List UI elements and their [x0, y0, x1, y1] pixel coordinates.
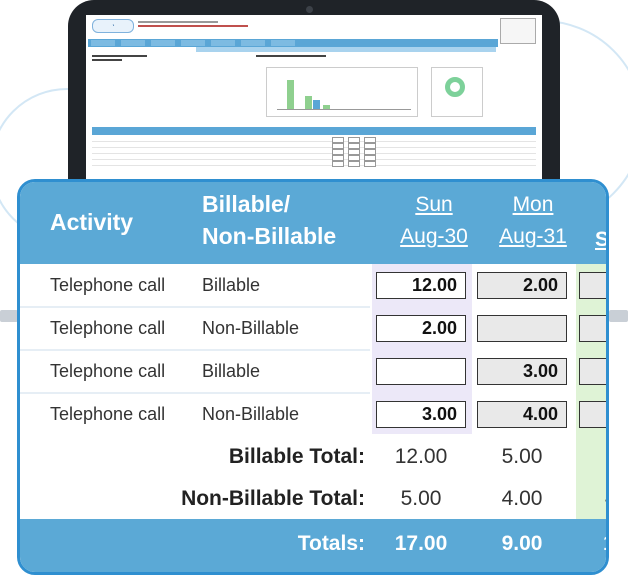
non-billable-total-sun: 5.00 — [400, 487, 442, 510]
column-header-billable-line2: Non-Billable — [202, 223, 337, 249]
activity-cell: Telephone call — [50, 404, 166, 424]
hours-input-sun[interactable]: 2.00 — [376, 315, 466, 342]
background-bar-left — [0, 310, 18, 322]
hours-input-next[interactable] — [579, 272, 606, 299]
mini-table-row — [92, 142, 536, 149]
hours-input-mon[interactable]: 3.00 — [477, 358, 567, 385]
hours-input-sun[interactable]: 12.00 — [376, 272, 466, 299]
app-logo: ◔ — [92, 19, 134, 33]
column-header-sun-name: Sun — [415, 193, 453, 216]
table-row: Telephone call Billable 3.00 — [20, 350, 606, 393]
mini-header-links — [138, 20, 248, 27]
column-header-billable: Billable/ Non-Billable — [202, 188, 336, 252]
table-row: Telephone call Billable 12.00 2.00 — [20, 264, 606, 307]
activity-cell: Telephone call — [50, 361, 166, 381]
totals-next: 1 — [603, 532, 606, 556]
activity-cell: Telephone call — [50, 275, 166, 295]
totals-label: Totals: — [297, 532, 365, 555]
billable-total-sun: 12.00 — [394, 445, 448, 468]
hours-input-next[interactable] — [579, 358, 606, 385]
row-divider — [20, 392, 370, 394]
mini-table-row — [92, 154, 536, 161]
mini-calendar — [500, 18, 536, 44]
mini-table-header — [92, 127, 536, 135]
billable-cell: Non-Billable — [202, 404, 300, 424]
activity-cell: Telephone call — [50, 318, 166, 338]
billable-total-label: Billable Total: — [228, 445, 365, 468]
billable-cell: Billable — [202, 361, 261, 381]
hours-input-next[interactable] — [579, 315, 606, 342]
column-header-mon-date: Aug-31 — [499, 225, 567, 248]
row-divider — [20, 349, 370, 351]
mini-hours-chart — [266, 67, 418, 117]
column-header-sun-date: Aug-30 — [400, 225, 468, 248]
column-header-billable-line1: Billable/ — [202, 191, 291, 217]
totals-mon: 9.00 — [501, 532, 543, 555]
column-header-next-link[interactable]: S — [595, 228, 609, 251]
row-divider — [20, 306, 370, 308]
hours-input-next[interactable] — [579, 401, 606, 428]
background-bar-right — [609, 310, 628, 322]
laptop-frame: ◔ — [68, 0, 560, 200]
mini-table-row — [92, 148, 536, 155]
mini-sub-nav — [196, 47, 496, 52]
non-billable-total-mon: 4.00 — [501, 487, 543, 510]
table-row: Telephone call Non-Billable 3.00 4.00 — [20, 393, 606, 436]
totals-sun: 17.00 — [394, 532, 448, 555]
column-header-mon-name: Mon — [512, 193, 554, 216]
column-header-mon-link[interactable]: Mon Aug-31 — [478, 189, 588, 253]
hours-input-sun[interactable] — [376, 358, 466, 385]
mini-table-row — [92, 136, 536, 143]
hours-input-mon[interactable]: 2.00 — [477, 272, 567, 299]
mini-date-text — [92, 55, 147, 61]
billable-cell: Non-Billable — [202, 318, 300, 338]
hours-input-mon[interactable] — [477, 315, 567, 342]
laptop-screen: ◔ — [86, 15, 542, 200]
billable-total-mon: 5.00 — [501, 445, 543, 468]
column-header-sun-link[interactable]: Sun Aug-30 — [384, 189, 484, 253]
mini-hours-summary — [431, 67, 483, 117]
billable-total-next: 7 — [605, 445, 606, 469]
totals-footer — [20, 519, 606, 572]
mini-table-row — [92, 160, 536, 167]
hours-input-mon[interactable]: 4.00 — [477, 401, 567, 428]
table-row: Telephone call Non-Billable 2.00 — [20, 307, 606, 350]
next-day-column-highlight — [576, 264, 606, 520]
non-billable-total-next: 4 — [605, 487, 606, 511]
non-billable-total-label: Non-Billable Total: — [181, 487, 365, 510]
timesheet-zoom-card: Activity Billable/ Non-Billable Sun Aug-… — [17, 179, 609, 575]
table-header — [20, 182, 606, 264]
column-header-activity: Activity — [50, 209, 134, 235]
camera-icon — [306, 6, 313, 13]
hours-input-sun[interactable]: 3.00 — [376, 401, 466, 428]
mini-week-title — [256, 55, 326, 57]
billable-cell: Billable — [202, 275, 261, 295]
mini-nav-bar — [88, 39, 498, 47]
